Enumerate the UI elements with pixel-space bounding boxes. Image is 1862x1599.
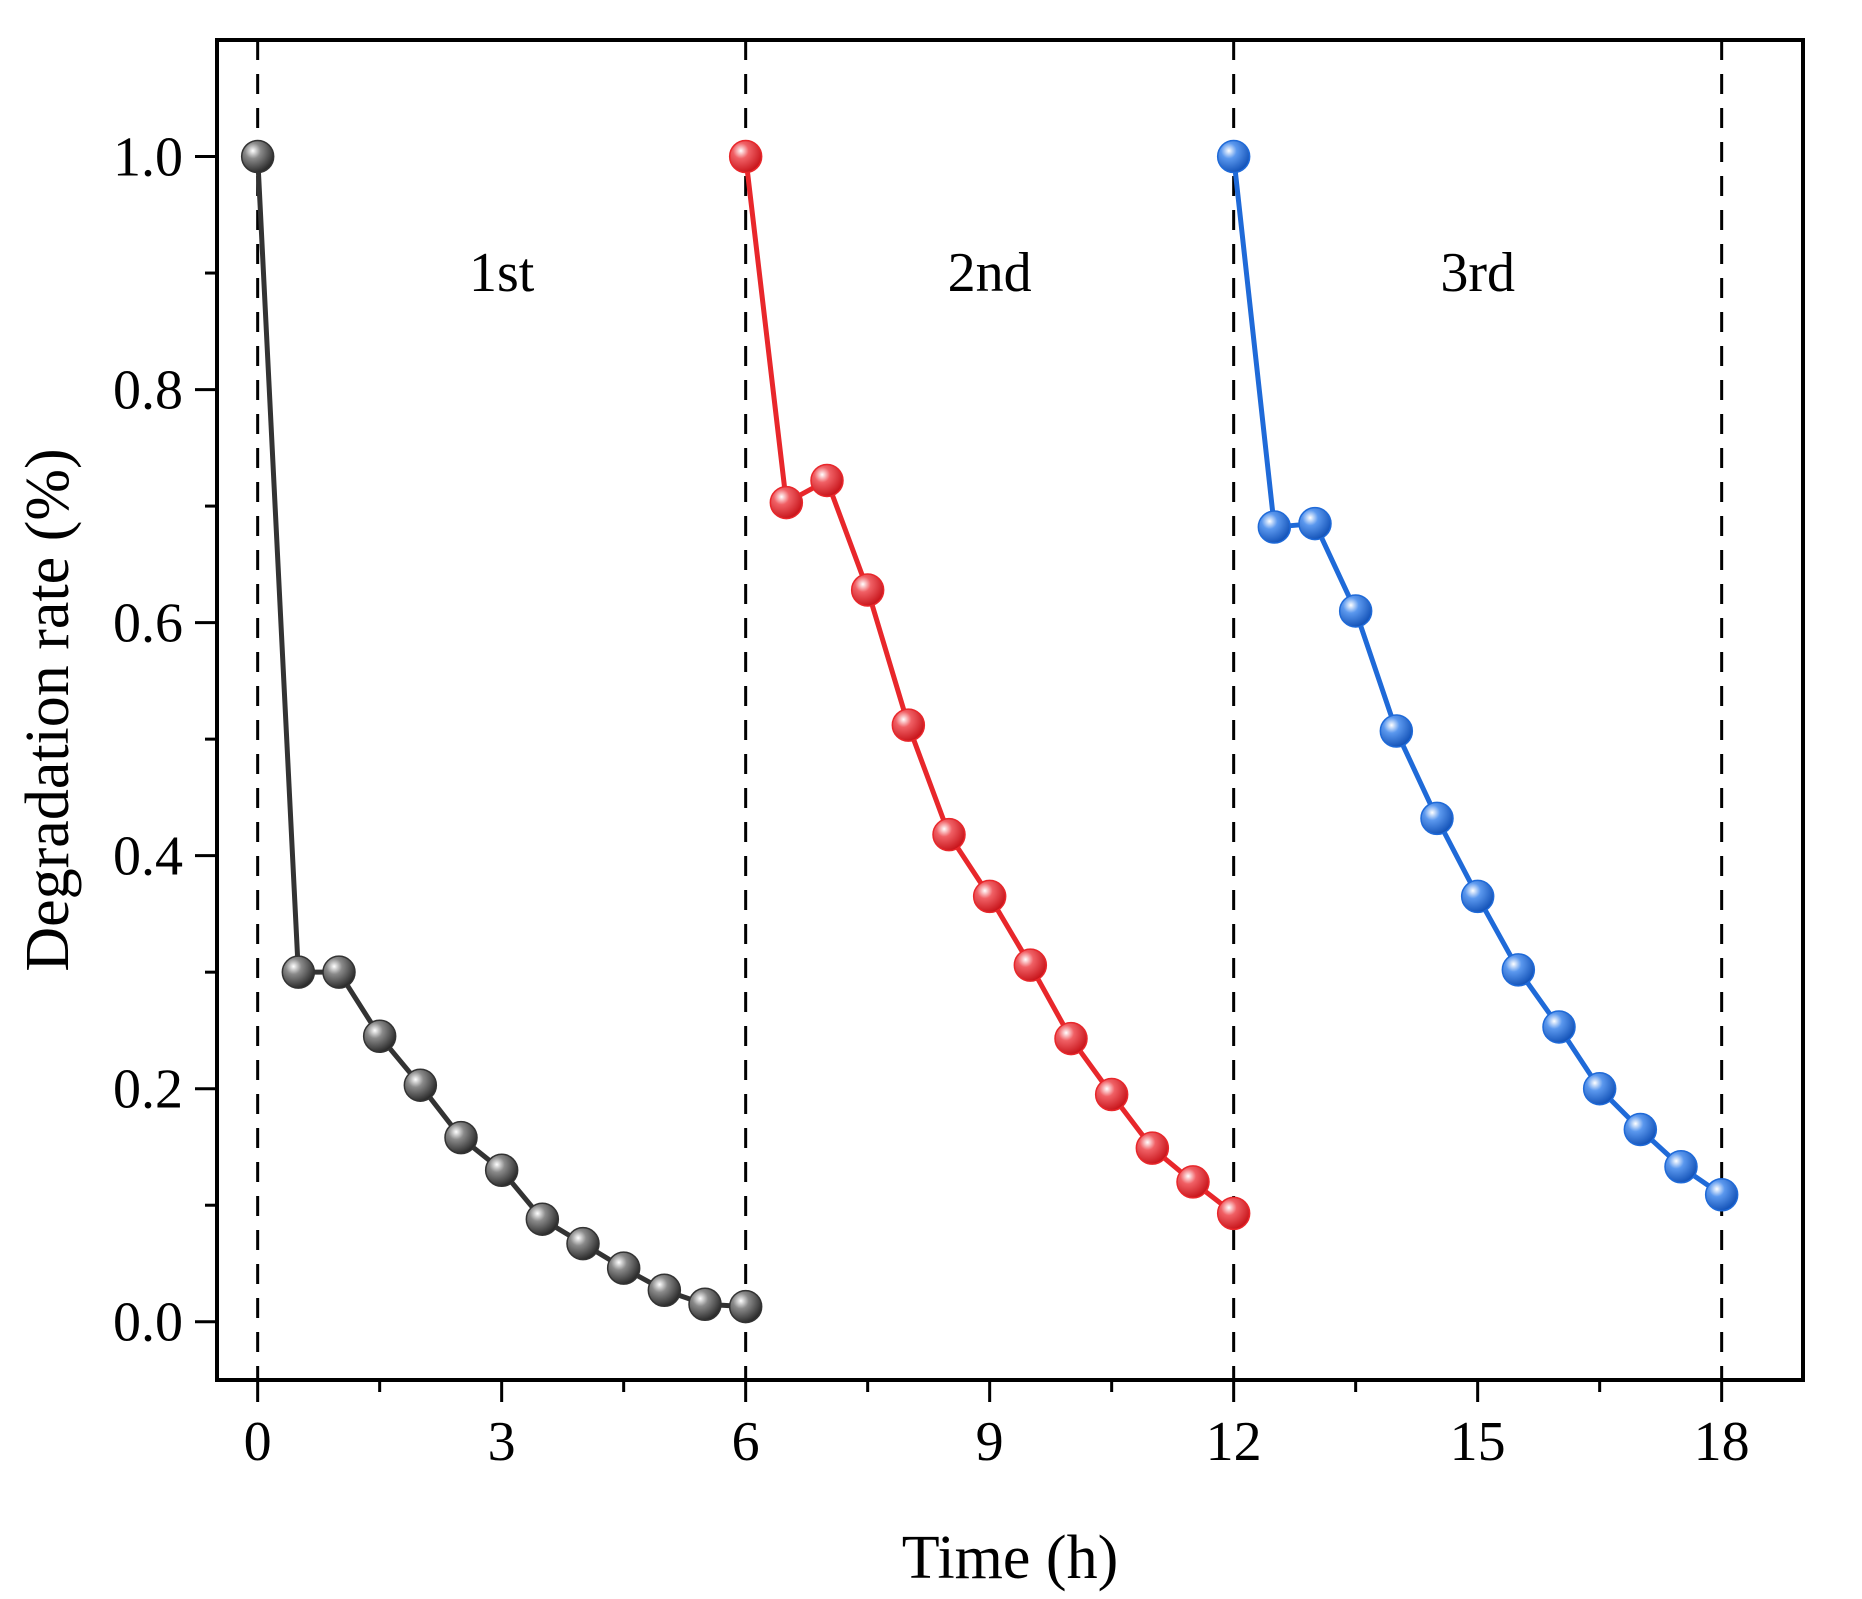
x-axis-title: Time (h): [902, 1524, 1118, 1592]
data-point: [1460, 879, 1495, 914]
data-point: [566, 1226, 600, 1261]
data-point: [322, 955, 356, 989]
series-layer: [240, 139, 1739, 1324]
data-point: [1257, 510, 1292, 544]
x-tick-label: 9: [976, 1411, 1004, 1473]
x-tick-label: 0: [244, 1411, 272, 1473]
data-point: [891, 708, 926, 742]
data-point: [444, 1120, 478, 1155]
data-point: [1216, 1196, 1251, 1231]
data-point: [1216, 139, 1251, 174]
y-tick-label: 0.4: [113, 826, 183, 888]
data-point: [1176, 1165, 1210, 1199]
cycle-label: 3rd: [1440, 242, 1515, 304]
data-point: [525, 1202, 560, 1236]
x-tick-label: 3: [488, 1411, 516, 1473]
y-tick-label: 1.0: [113, 127, 183, 189]
x-tick-label: 18: [1694, 1411, 1750, 1473]
data-point: [1582, 1071, 1617, 1106]
data-point: [1542, 1010, 1576, 1044]
data-point: [1013, 948, 1048, 982]
data-point: [1704, 1177, 1739, 1212]
series-1st: [240, 139, 763, 1324]
data-point: [972, 879, 1007, 914]
data-point: [810, 463, 844, 498]
data-point: [403, 1068, 438, 1102]
cycle-dividers: [256, 40, 1724, 1380]
data-point: [728, 1289, 763, 1324]
series-line: [255, 156, 746, 1310]
data-point: [1054, 1021, 1088, 1056]
data-point: [688, 1287, 722, 1322]
data-point: [240, 139, 275, 174]
data-point: [1501, 953, 1536, 987]
y-axis-title: Degradation rate (%): [14, 448, 82, 971]
data-point: [606, 1251, 641, 1285]
x-tick-label: 15: [1450, 1411, 1506, 1473]
data-point: [1338, 594, 1373, 628]
data-point: [769, 485, 804, 520]
data-point: [362, 1019, 397, 1054]
x-tick-label: 6: [732, 1411, 760, 1473]
cycle-label: 2nd: [948, 242, 1032, 304]
data-point: [647, 1273, 682, 1308]
data-point: [1135, 1131, 1170, 1165]
plot-frame: [215, 38, 1805, 1382]
axes: 0 3 6 9 12 15 18 0.0 0.2 0.4 0.6 0.8 1.0: [113, 38, 1805, 1473]
data-point: [484, 1153, 519, 1188]
y-axis-ticks: 0.0 0.2 0.4 0.6 0.8 1.0: [113, 127, 217, 1354]
data-point: [1379, 714, 1414, 748]
y-tick-label: 0.2: [113, 1059, 183, 1121]
data-point: [1420, 801, 1454, 836]
cycle-labels: 1st 2nd 3rd: [469, 242, 1515, 304]
series-line: [1231, 156, 1724, 1197]
y-tick-label: 0.0: [113, 1292, 183, 1354]
x-axis-ticks: 0 3 6 9 12 15 18: [244, 1380, 1750, 1473]
cycle-label: 1st: [469, 242, 535, 304]
series-line: [743, 156, 1236, 1216]
data-point: [728, 139, 763, 174]
data-point: [1298, 506, 1332, 541]
data-point: [1094, 1077, 1129, 1112]
data-point: [1664, 1150, 1698, 1184]
series-2nd: [728, 139, 1251, 1231]
data-point: [932, 817, 966, 852]
data-point: [281, 955, 316, 989]
data-point: [1623, 1112, 1658, 1147]
data-point: [850, 573, 885, 607]
y-tick-label: 0.6: [113, 593, 183, 655]
x-tick-label: 12: [1206, 1411, 1262, 1473]
series-3rd: [1216, 139, 1739, 1212]
y-tick-label: 0.8: [113, 360, 183, 422]
